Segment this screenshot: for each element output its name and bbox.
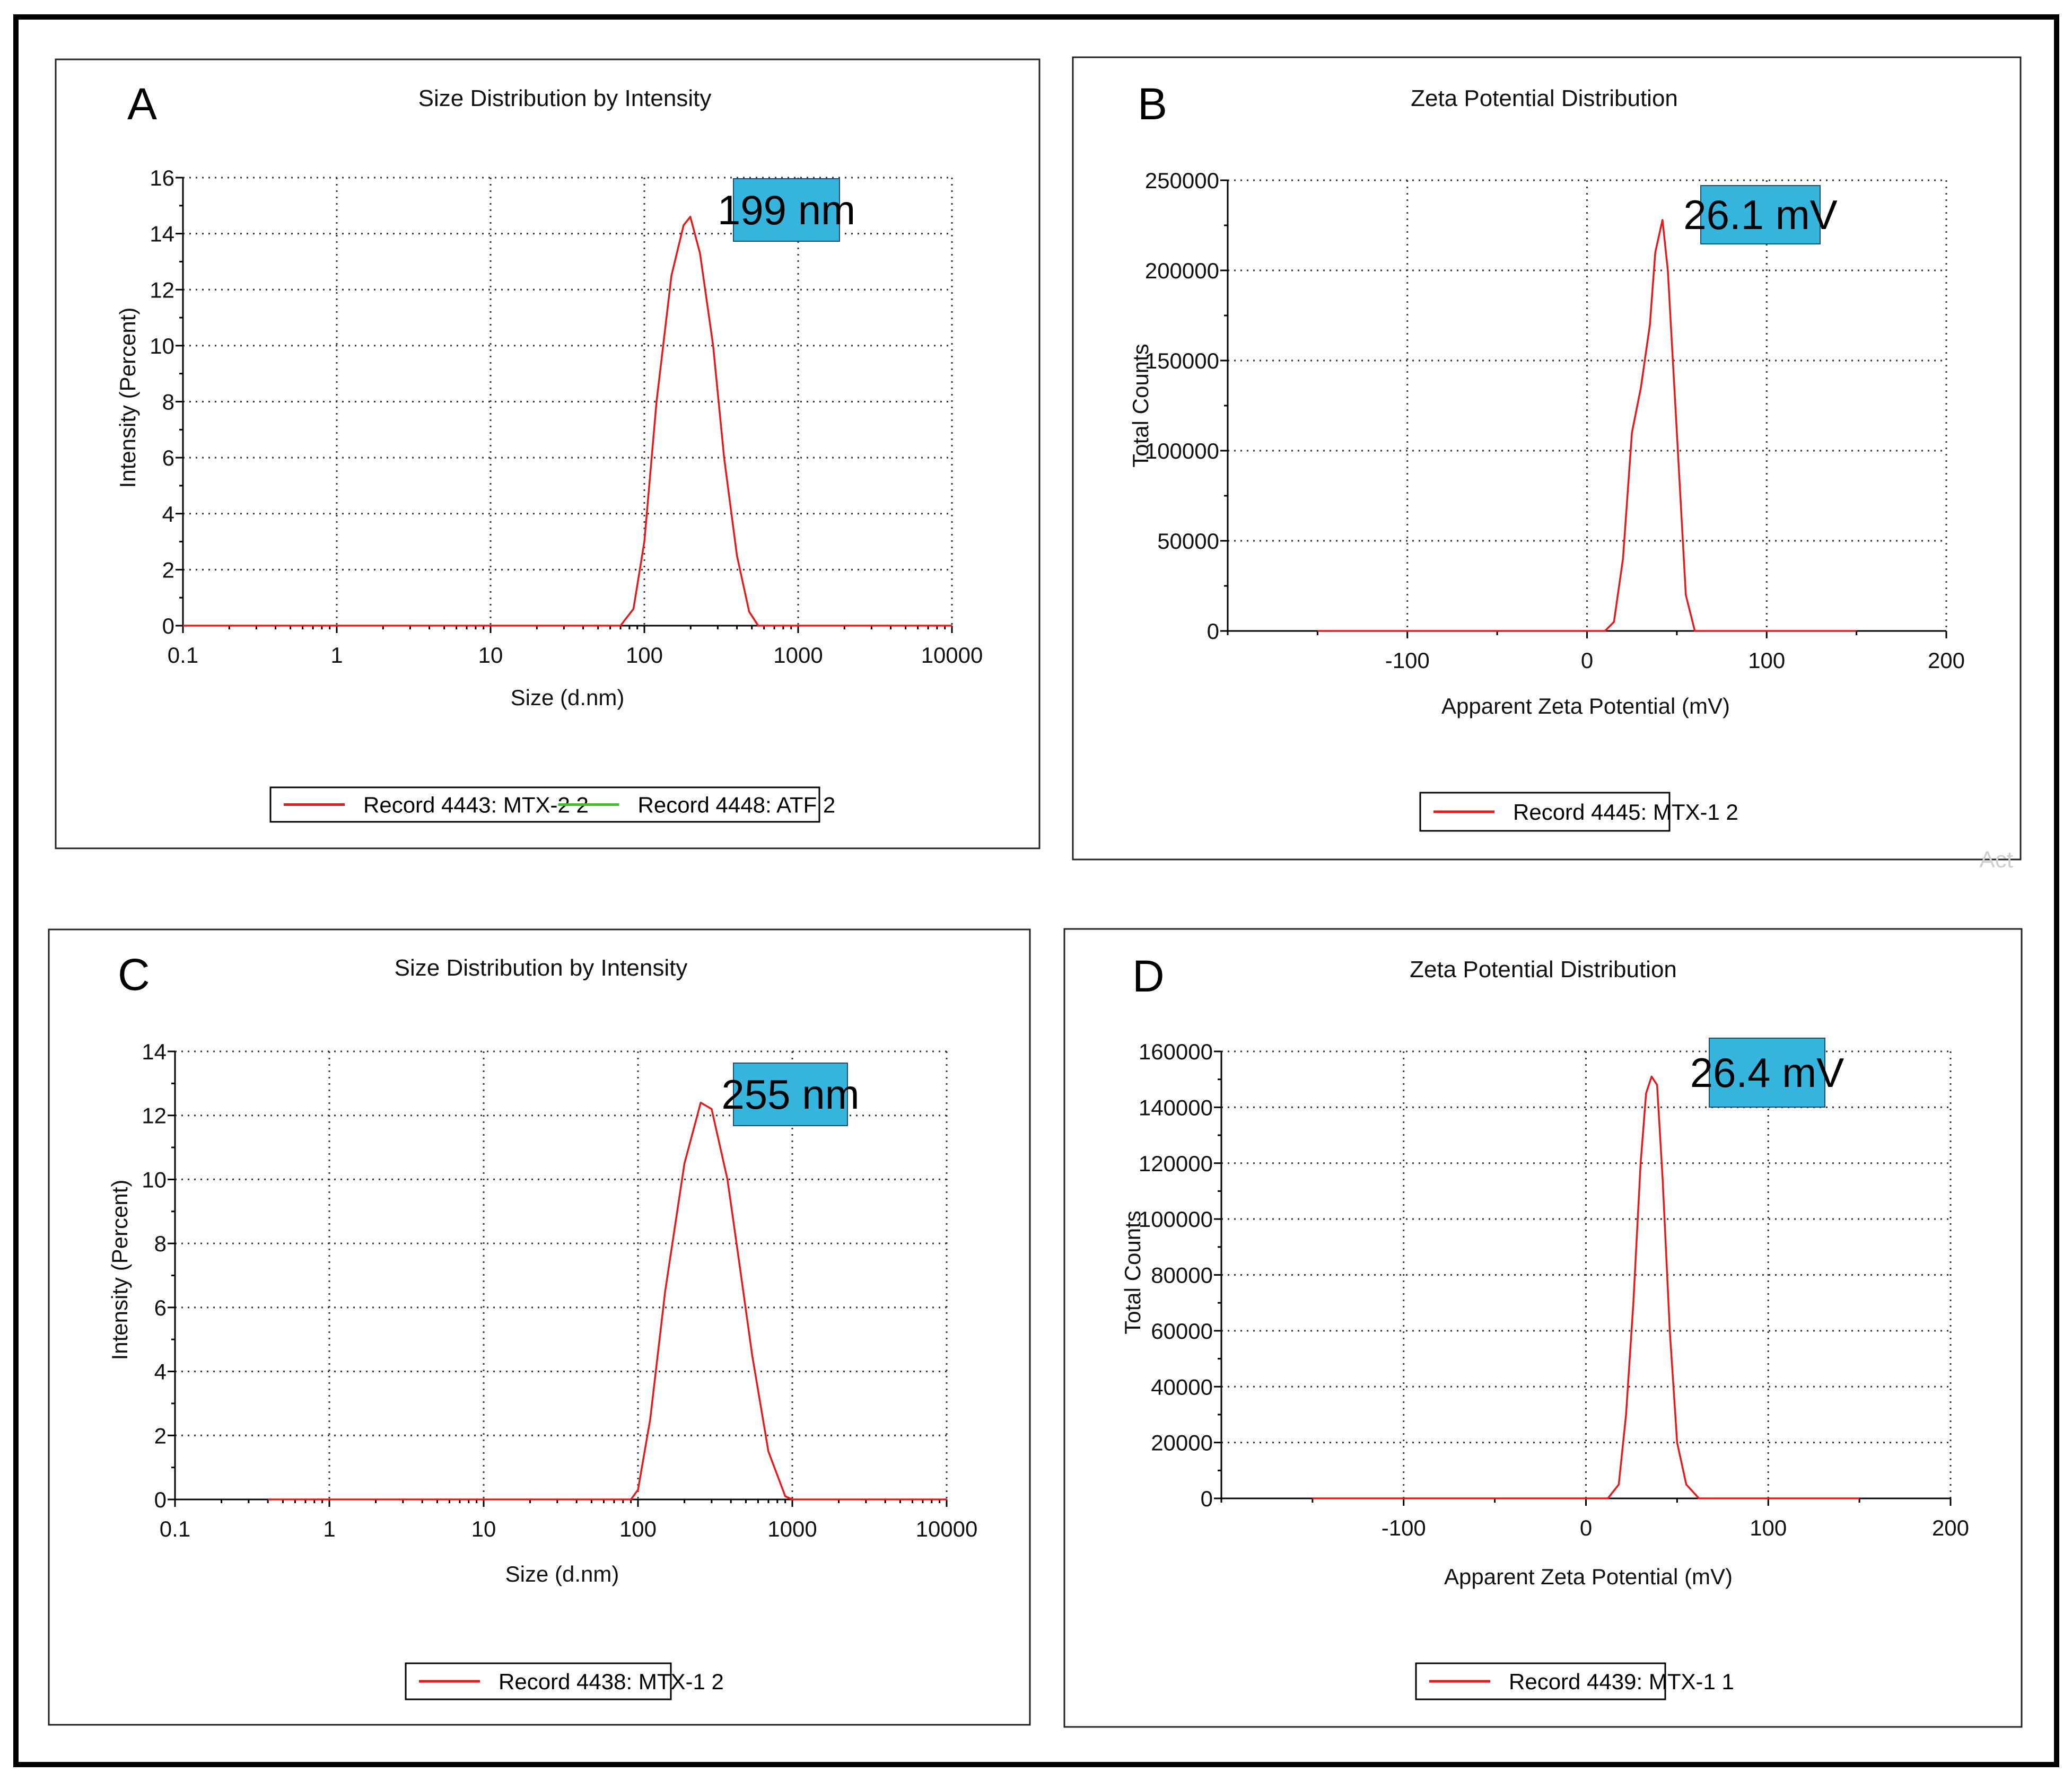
y-tick-label: 150000 — [1145, 348, 1219, 373]
chart-title: Size Distribution by Intensity — [395, 955, 688, 981]
series-line — [183, 216, 952, 627]
y-tick-label: 14 — [142, 1039, 167, 1064]
y-tick-label: 160000 — [1139, 1039, 1213, 1064]
peak-label: 255 nm — [721, 1071, 859, 1118]
y-tick-label: 250000 — [1145, 168, 1219, 193]
x-tick-label: 1 — [330, 643, 343, 668]
y-tick-label: 14 — [150, 222, 174, 247]
x-axis-title: Apparent Zeta Potential (mV) — [1441, 694, 1730, 718]
peak-label: 199 nm — [718, 187, 855, 233]
y-tick-label: 2 — [154, 1423, 167, 1448]
series-line — [1317, 219, 1857, 632]
x-tick-label: 200 — [1928, 648, 1965, 673]
x-tick-label: 1000 — [767, 1516, 817, 1541]
y-tick-label: 12 — [150, 277, 174, 302]
chart-title: Size Distribution by Intensity — [418, 85, 712, 111]
x-tick-label: 10 — [478, 643, 503, 668]
y-tick-label: 20000 — [1151, 1431, 1213, 1455]
peak-label-box — [733, 178, 840, 242]
y-tick-label: 4 — [154, 1359, 167, 1384]
y-tick-label: 4 — [162, 502, 174, 527]
legend-entry: Record 4443: MTX-2 2 — [363, 793, 589, 818]
panel-letter: B — [1138, 79, 1167, 129]
panel-letter: D — [1132, 951, 1165, 1001]
panel-b: B Zeta Potential Distribution 0 50000 100000… — [1072, 56, 2022, 861]
x-tick-label: 100 — [1750, 1515, 1787, 1540]
y-tick-label: 6 — [154, 1295, 167, 1320]
peak-label: 26.1 mV — [1683, 191, 1837, 238]
x-tick-label: 1 — [323, 1516, 335, 1541]
chart-title: Zeta Potential Distribution — [1410, 957, 1677, 982]
peak-label-box — [1709, 1038, 1825, 1108]
y-tick-label: 100000 — [1139, 1207, 1213, 1232]
x-tick-label: 0 — [1580, 1515, 1592, 1540]
legend-box — [269, 786, 820, 823]
x-axis-title: Apparent Zeta Potential (mV) — [1444, 1564, 1733, 1589]
y-tick-label: 8 — [162, 390, 174, 415]
y-tick-label: 40000 — [1151, 1374, 1213, 1399]
y-tick-label: 10 — [150, 334, 174, 358]
y-tick-label: 16 — [150, 165, 174, 190]
x-tick-label: 100 — [1748, 648, 1785, 673]
y-tick-label: 10 — [142, 1167, 167, 1192]
series-line — [1312, 1075, 1860, 1499]
y-tick-label: 50000 — [1157, 529, 1219, 554]
legend-entry: Record 4445: MTX-1 2 — [1513, 800, 1738, 824]
y-tick-label: 200000 — [1145, 258, 1219, 283]
panel-a: A Size Distribution by Intensity 0 2 4 6 8 10 12… — [55, 58, 1041, 849]
y-tick-label: 0 — [1201, 1486, 1213, 1511]
y-axis-title: Intensity (Percent) — [107, 1180, 132, 1361]
x-tick-label: 200 — [1932, 1515, 1969, 1540]
watermark-text: Act — [1979, 847, 2013, 873]
x-tick-label: 1000 — [773, 643, 823, 668]
x-tick-label: 10 — [471, 1516, 496, 1541]
y-tick-label: 6 — [162, 445, 174, 470]
panel-frame — [1072, 56, 2022, 861]
x-axis-title: Size (d.nm) — [511, 685, 625, 710]
outer-frame — [13, 14, 2059, 1767]
x-tick-label: 10000 — [921, 643, 983, 668]
y-tick-label: 8 — [154, 1231, 167, 1256]
panel-frame — [55, 58, 1041, 849]
y-tick-label: 12 — [142, 1103, 167, 1128]
y-axis-title: Intensity (Percent) — [115, 308, 140, 488]
y-tick-label: 80000 — [1151, 1263, 1213, 1288]
y-tick-label: 140000 — [1139, 1095, 1213, 1120]
y-tick-label: 0 — [162, 613, 174, 638]
x-tick-label: 100 — [619, 1516, 657, 1541]
y-axis-title: Total Counts — [1120, 1210, 1145, 1334]
panel-letter: C — [118, 950, 150, 999]
panel-frame — [48, 928, 1031, 1726]
peak-label-box — [1700, 185, 1821, 244]
y-tick-label: 0 — [1207, 619, 1219, 644]
y-tick-label: 100000 — [1145, 438, 1219, 463]
peak-label-box — [733, 1063, 848, 1126]
x-tick-label: -100 — [1385, 648, 1430, 673]
peak-label: 26.4 mV — [1690, 1049, 1844, 1096]
panel-frame — [1063, 928, 2023, 1728]
legend-entry: Record 4448: ATF 2 — [638, 793, 836, 818]
legend-entry: Record 4439: MTX-1 1 — [1509, 1669, 1734, 1694]
legend-entry: Record 4438: MTX-1 2 — [499, 1669, 724, 1694]
y-axis-title: Total Counts — [1128, 344, 1153, 467]
x-tick-label: 10000 — [916, 1516, 978, 1541]
panel-d: D Zeta Potential Distribution 0 20000 40000 6… — [1063, 928, 2023, 1728]
x-tick-label: 0.1 — [168, 643, 198, 668]
y-tick-label: 0 — [154, 1487, 167, 1512]
chart-title: Zeta Potential Distribution — [1411, 85, 1678, 111]
panel-c: C Size Distribution by Intensity024681012… — [48, 928, 1031, 1726]
x-axis-title: Size (d.nm) — [505, 1561, 619, 1586]
panel-letter: A — [127, 79, 157, 129]
x-tick-label: 0 — [1581, 648, 1593, 673]
series-line — [268, 1101, 947, 1501]
x-tick-label: 0.1 — [160, 1516, 190, 1541]
y-tick-label: 120000 — [1139, 1151, 1213, 1176]
y-tick-label: 60000 — [1151, 1319, 1213, 1344]
x-tick-label: 100 — [626, 643, 663, 668]
y-tick-label: 2 — [162, 557, 174, 582]
x-tick-label: -100 — [1382, 1515, 1426, 1540]
